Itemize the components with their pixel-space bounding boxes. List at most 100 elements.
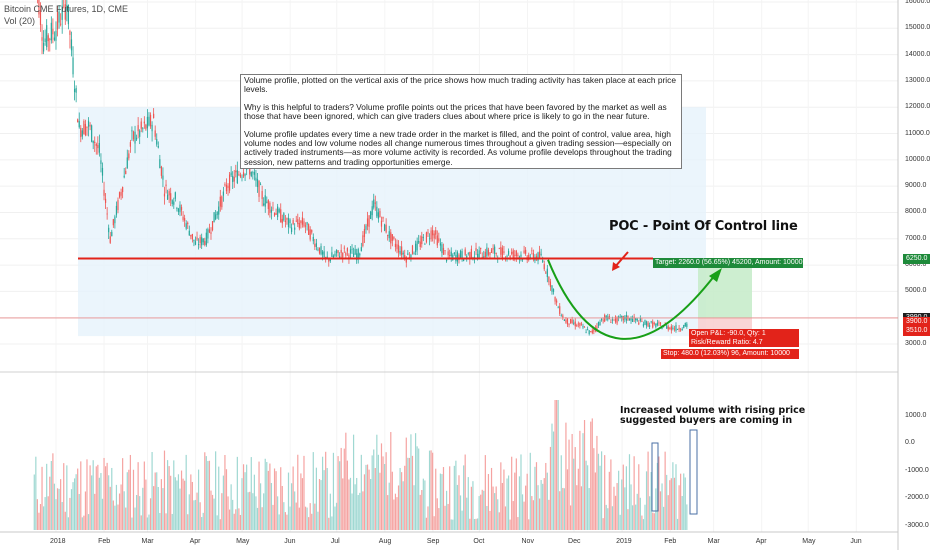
candle-body xyxy=(280,209,282,223)
volume-bar xyxy=(213,498,215,530)
candle-body xyxy=(241,176,243,178)
candle-body xyxy=(587,329,589,330)
candle-body xyxy=(159,159,161,169)
candle-body xyxy=(399,250,401,254)
volume-bar xyxy=(661,483,663,530)
volume-bar xyxy=(360,454,362,530)
volume-bar xyxy=(652,512,654,530)
candle-body xyxy=(501,247,503,259)
candle-body xyxy=(653,322,655,324)
candle-body xyxy=(556,300,558,303)
candle-body xyxy=(98,142,100,153)
candle-body xyxy=(216,211,218,216)
volume-bar xyxy=(645,471,648,530)
volume-bar xyxy=(631,505,634,530)
candle-body xyxy=(264,195,266,207)
candle-body xyxy=(149,114,152,127)
volume-bar xyxy=(534,466,536,530)
volume-bar xyxy=(63,463,65,530)
volume-bar xyxy=(521,494,524,530)
volume-bar xyxy=(473,518,476,530)
candle-body xyxy=(335,249,338,254)
volume-bar xyxy=(339,461,341,530)
candle-body xyxy=(380,220,383,227)
volume-bar xyxy=(106,462,108,530)
candle-body xyxy=(340,249,342,253)
candle-body xyxy=(680,329,682,331)
volume-bar xyxy=(151,452,153,530)
volume-bar xyxy=(549,446,552,530)
target-label[interactable]: Target: 2260.0 (56.65%) 45200, Amount: 1… xyxy=(653,258,803,268)
candle-body xyxy=(242,172,245,177)
candle-body xyxy=(649,325,651,327)
volume-bar xyxy=(225,469,228,530)
volume-bar xyxy=(146,517,149,530)
volume-bar xyxy=(177,474,180,530)
open-pl-label[interactable]: Open P&L: -90.0, Qty: 1 xyxy=(689,329,799,338)
time-tick-label: Sep xyxy=(426,538,440,545)
candle-body xyxy=(453,252,455,255)
volume-bar xyxy=(294,491,296,530)
candle-body xyxy=(662,326,665,328)
candle-body xyxy=(64,4,66,20)
candle-body xyxy=(184,218,186,221)
volume-bar xyxy=(644,504,646,530)
candle-body xyxy=(118,192,121,198)
candle-body xyxy=(404,255,406,260)
candle-body xyxy=(129,142,131,147)
volume-bar xyxy=(621,479,623,530)
volume-bar xyxy=(230,484,232,530)
candle-body xyxy=(557,307,559,309)
candle-body xyxy=(639,318,641,321)
volume-bar xyxy=(610,459,612,530)
volume-bar xyxy=(565,422,567,530)
volume-bar xyxy=(650,472,652,530)
volume-bar xyxy=(579,430,581,530)
candle-body xyxy=(323,251,325,258)
stop-label[interactable]: Stop: 480.0 (12.03%) 96, Amount: 10000 xyxy=(661,349,799,359)
volume-bar xyxy=(92,460,94,530)
volume-bar xyxy=(523,501,525,530)
rounding-bottom-curve xyxy=(547,259,716,340)
candle-body xyxy=(452,254,454,261)
volume-bar xyxy=(157,487,159,530)
volume-bar xyxy=(641,515,643,530)
volume-bar xyxy=(46,463,48,530)
candle-body xyxy=(277,206,279,218)
candle-body xyxy=(157,146,159,148)
candle-body xyxy=(263,203,265,206)
volume-bar xyxy=(401,472,403,530)
volume-bar xyxy=(497,499,499,530)
candle-body xyxy=(171,200,173,204)
candle-body xyxy=(562,315,564,319)
candle-body xyxy=(201,237,203,246)
candle-body xyxy=(140,121,142,129)
candle-body xyxy=(87,120,90,127)
volume-bar xyxy=(170,475,172,530)
volume-bar xyxy=(267,470,269,530)
candle-body xyxy=(374,202,376,204)
candle-body xyxy=(449,255,451,257)
volume-bar xyxy=(325,451,327,530)
volume-bar xyxy=(52,453,54,530)
annotation-note[interactable]: Volume profile, plotted on the vertical … xyxy=(240,74,682,169)
candle-body xyxy=(202,238,204,243)
volume-bar xyxy=(591,418,593,530)
volume-bar xyxy=(67,517,69,530)
volume-bar xyxy=(425,517,428,530)
candle-body xyxy=(190,234,192,237)
volume-bar xyxy=(190,474,192,530)
volume-bar xyxy=(469,518,471,530)
time-tick-label: 2019 xyxy=(616,538,632,545)
candle-body xyxy=(301,217,304,225)
candle-body xyxy=(365,225,367,230)
volume-bar xyxy=(233,513,235,530)
volume-bar xyxy=(458,475,460,530)
candle-body xyxy=(72,57,74,75)
volume-bar xyxy=(538,498,541,530)
volume-bar xyxy=(580,486,583,530)
risk-reward-label[interactable]: Risk/Reward Ratio: 4.7 xyxy=(689,338,799,347)
price-tick-label: 3000.0 xyxy=(905,340,927,347)
volume-bar xyxy=(391,471,393,530)
candle-body xyxy=(432,230,434,236)
